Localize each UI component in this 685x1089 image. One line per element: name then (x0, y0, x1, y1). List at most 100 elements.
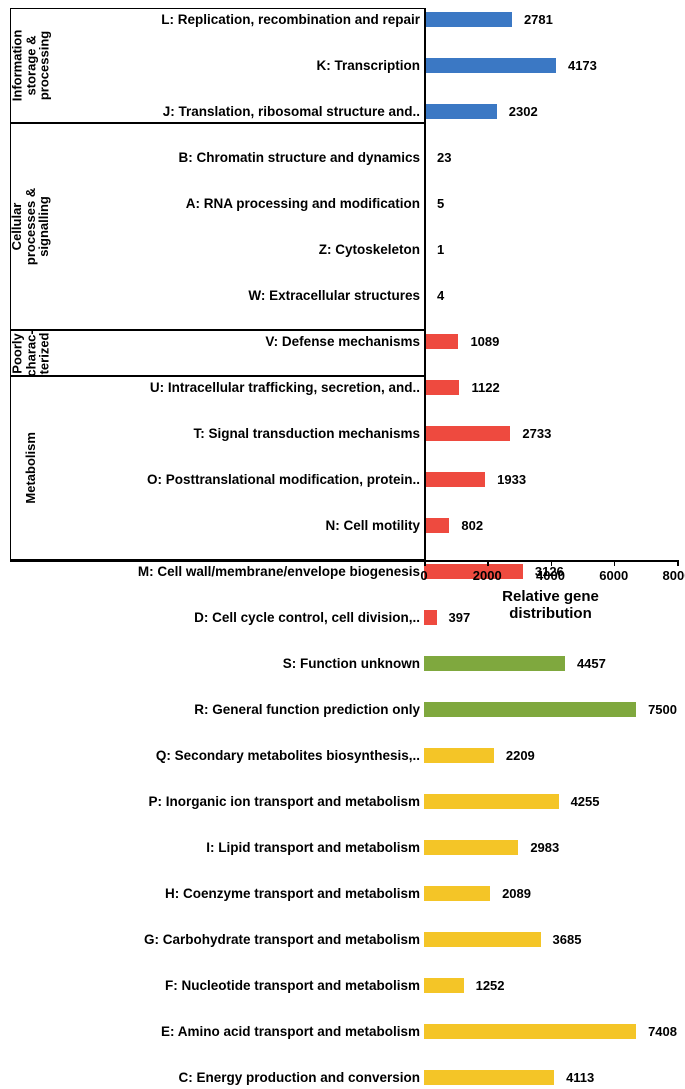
bar-area-L: 2781 (424, 8, 677, 31)
bar-H (424, 886, 490, 901)
value-label-J: 2302 (509, 104, 538, 119)
bar-T (424, 426, 510, 441)
value-label-O: 1933 (497, 472, 526, 487)
group-label-info: Informationstorage &processing (8, 8, 54, 123)
x-tick (424, 560, 426, 566)
data-row-L: L: Replication, recombination and repair… (54, 8, 677, 31)
category-label-F: F: Nucleotide transport and metabolism (54, 978, 424, 993)
x-axis-title: Relative gene distribution (487, 588, 614, 622)
category-label-R: R: General function prediction only (54, 702, 424, 717)
bar-area-J: 2302 (424, 100, 677, 123)
bar-area-K: 4173 (424, 54, 677, 77)
category-label-Q: Q: Secondary metabolites biosynthesis,.. (54, 748, 424, 763)
data-row-M: M: Cell wall/membrane/envelope biogenesi… (54, 560, 677, 583)
x-tick (487, 560, 489, 566)
category-label-O: O: Posttranslational modification, prote… (54, 472, 424, 487)
bar-area-B: 23 (424, 146, 677, 169)
bar-area-R: 7500 (424, 698, 677, 721)
bar-V (424, 334, 458, 349)
category-label-T: T: Signal transduction mechanisms (54, 426, 424, 441)
category-label-I: I: Lipid transport and metabolism (54, 840, 424, 855)
x-axis-line (10, 560, 677, 562)
category-label-Z: Z: Cytoskeleton (54, 242, 424, 257)
data-row-T: T: Signal transduction mechanisms 2733 (54, 422, 677, 445)
bar-D (424, 610, 437, 625)
data-row-H: H: Coenzyme transport and metabolism 2089 (54, 882, 677, 905)
data-row-F: F: Nucleotide transport and metabolism 12… (54, 974, 677, 997)
bar-area-E: 7408 (424, 1020, 677, 1043)
value-label-I: 2983 (530, 840, 559, 855)
x-tick (677, 560, 679, 566)
data-row-K: K: Transcription 4173 (54, 54, 677, 77)
x-tick-label: 4000 (536, 568, 565, 583)
data-row-B: B: Chromatin structure and dynamics23 (54, 146, 677, 169)
x-tick (614, 560, 616, 566)
value-label-K: 4173 (568, 58, 597, 73)
value-label-T: 2733 (522, 426, 551, 441)
cog-bar-chart: L: Replication, recombination and repair… (8, 8, 677, 653)
data-row-Q: Q: Secondary metabolites biosynthesis,..… (54, 744, 677, 767)
data-row-O: O: Posttranslational modification, prote… (54, 468, 677, 491)
data-row-R: R: General function prediction only7500 (54, 698, 677, 721)
bar-area-H: 2089 (424, 882, 677, 905)
category-label-S: S: Function unknown (54, 656, 424, 671)
group-label-metab: Metabolism (8, 376, 54, 560)
x-tick-label: 8000 (663, 568, 685, 583)
data-row-I: I: Lipid transport and metabolism 2983 (54, 836, 677, 859)
category-label-L: L: Replication, recombination and repair (54, 12, 424, 27)
category-label-B: B: Chromatin structure and dynamics (54, 150, 424, 165)
bar-I (424, 840, 518, 855)
data-row-P: P: Inorganic ion transport and metabolis… (54, 790, 677, 813)
value-label-Z: 1 (437, 242, 444, 257)
y-axis-line (424, 8, 426, 562)
bar-N (424, 518, 449, 533)
value-label-P: 4255 (571, 794, 600, 809)
category-label-H: H: Coenzyme transport and metabolism (54, 886, 424, 901)
bar-E (424, 1024, 636, 1039)
bar-area-G: 3685 (424, 928, 677, 951)
bar-area-Z: 1 (424, 238, 677, 261)
value-label-L: 2781 (524, 12, 553, 27)
data-row-G: G: Carbohydrate transport and metabolism… (54, 928, 677, 951)
value-label-S: 4457 (577, 656, 606, 671)
value-label-D: 397 (449, 610, 471, 625)
bar-area-C: 4113 (424, 1066, 677, 1089)
bar-area-F: 1252 (424, 974, 677, 997)
value-label-V: 1089 (470, 334, 499, 349)
value-label-C: 4113 (566, 1070, 594, 1085)
bar-P (424, 794, 559, 809)
value-label-U: 1122 (471, 380, 499, 395)
bar-area-N: 802 (424, 514, 677, 537)
bar-G (424, 932, 541, 947)
group-label-poor: Poorlycharac-terized (8, 330, 54, 376)
bar-U (424, 380, 459, 395)
category-label-V: V: Defense mechanisms (54, 334, 424, 349)
category-label-D: D: Cell cycle control, cell division,.. (54, 610, 424, 625)
value-label-Q: 2209 (506, 748, 535, 763)
bar-L (424, 12, 512, 27)
rows-area: L: Replication, recombination and repair… (54, 8, 677, 560)
x-tick (551, 560, 553, 566)
data-row-N: N: Cell motility 802 (54, 514, 677, 537)
category-label-W: W: Extracellular structures (54, 288, 424, 303)
value-label-A: 5 (437, 196, 444, 211)
value-label-G: 3685 (553, 932, 582, 947)
bar-S (424, 656, 565, 671)
data-row-A: A: RNA processing and modification 5 (54, 192, 677, 215)
value-label-F: 1252 (476, 978, 505, 993)
category-label-C: C: Energy production and conversion (54, 1070, 424, 1085)
category-label-N: N: Cell motility (54, 518, 424, 533)
value-label-N: 802 (461, 518, 483, 533)
value-label-H: 2089 (502, 886, 531, 901)
category-label-A: A: RNA processing and modification (54, 196, 424, 211)
category-label-E: E: Amino acid transport and metabolism (54, 1024, 424, 1039)
data-row-C: C: Energy production and conversion 4113 (54, 1066, 677, 1089)
bar-R (424, 702, 636, 717)
bar-K (424, 58, 556, 73)
category-label-M: M: Cell wall/membrane/envelope biogenesi… (54, 564, 424, 579)
category-label-G: G: Carbohydrate transport and metabolism (54, 932, 424, 947)
category-label-K: K: Transcription (54, 58, 424, 73)
bar-area-S: 4457 (424, 652, 677, 675)
bar-J (424, 104, 497, 119)
x-tick-label: 2000 (473, 568, 502, 583)
